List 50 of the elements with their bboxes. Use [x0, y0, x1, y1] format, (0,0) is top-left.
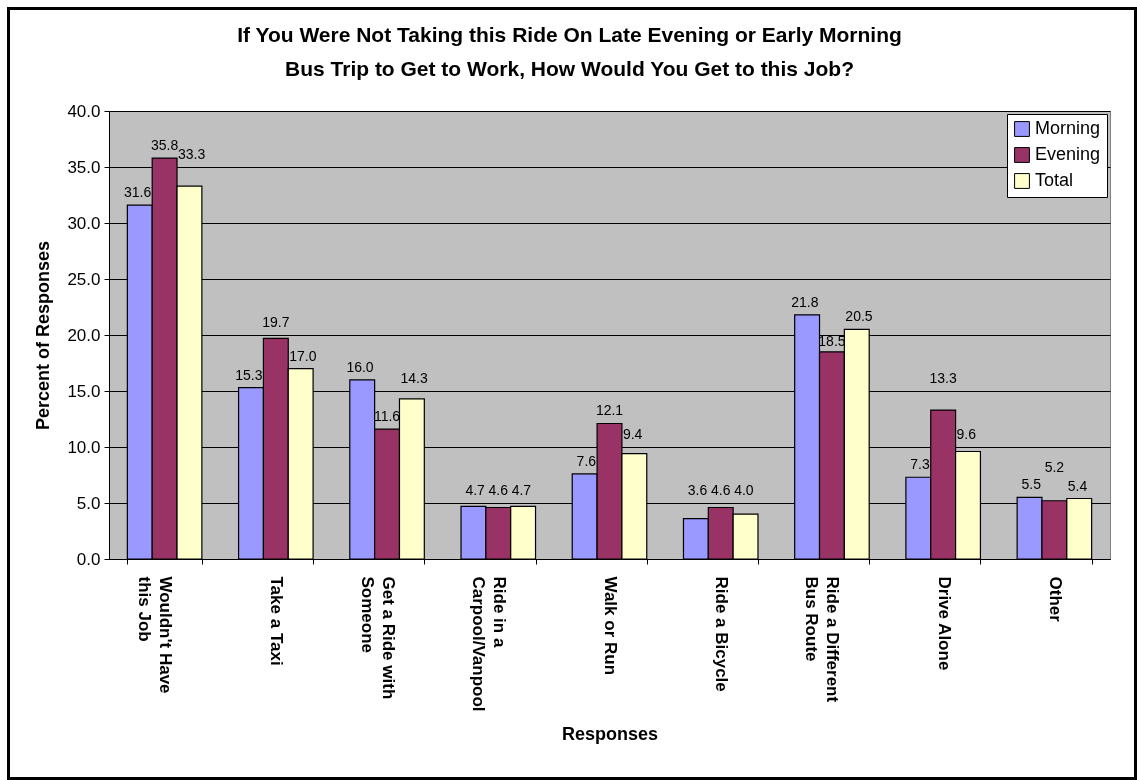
data-label: 3.6 [687, 482, 708, 498]
y-tick-label: 5.0 [76, 493, 101, 513]
data-label: 12.1 [595, 402, 624, 419]
data-label: 17.0 [289, 347, 317, 364]
y-tick-label: 25.0 [67, 269, 101, 289]
legend-label: Morning [1035, 118, 1101, 138]
y-tick-label: 0.0 [76, 549, 101, 569]
x-tick-label: Ride a Bicycle [712, 576, 732, 692]
data-label: 19.7 [262, 314, 290, 330]
data-label: 9.6 [956, 426, 977, 442]
y-tick-label: 15.0 [67, 381, 101, 401]
data-label: 33.3 [178, 146, 206, 162]
legend-label: Evening [1035, 144, 1101, 164]
y-axis-title: Percent of Responses [33, 240, 54, 431]
data-label: 5.2 [1044, 459, 1065, 476]
data-label: 4.7 [511, 482, 532, 498]
data-label: 20.5 [845, 308, 873, 325]
data-label: 9.4 [622, 426, 643, 442]
x-tick-label: Get a Ride with Someone [357, 576, 398, 700]
data-label: 31.6 [123, 184, 152, 201]
data-label: 15.3 [235, 366, 263, 383]
chart-title: If You Were Not Taking this Ride On Late Evening or Early Morning Bus Trip to Get to Work, How Would You Get to this Job? [237, 23, 902, 80]
x-axis-title: Responses [561, 723, 659, 744]
data-label: 21.8 [791, 293, 819, 310]
x-tick-label: Wouldn't Have this Job [135, 576, 176, 694]
data-label: 35.8 [150, 137, 179, 154]
data-label: 4.7 [465, 482, 486, 498]
y-tick-label: 20.0 [67, 325, 101, 345]
y-tick-label: 35.0 [67, 157, 101, 177]
data-label: 4.6 [488, 482, 509, 498]
data-label: 7.6 [576, 452, 597, 469]
x-tick-label: Drive Alone [934, 576, 954, 671]
x-tick-label: Ride a Different Bus Route [802, 576, 843, 703]
x-tick-label: Walk or Run [601, 576, 620, 676]
y-tick-label: 30.0 [67, 213, 101, 233]
data-label: 11.6 [373, 408, 401, 425]
legend-label: Total [1035, 170, 1074, 190]
data-label: 7.3 [910, 456, 930, 473]
x-tick-label: Take a Taxi [267, 576, 287, 666]
y-tick-label: 10.0 [67, 437, 101, 457]
data-label: 4.6 [710, 482, 731, 498]
data-label: 5.4 [1067, 477, 1088, 494]
data-label: 5.5 [1021, 476, 1042, 493]
data-label: 16.0 [346, 358, 374, 375]
data-label: 13.3 [929, 370, 957, 386]
data-label: 14.3 [400, 370, 428, 386]
x-tick-label: Other [1045, 576, 1065, 623]
y-tick-label: 40.0 [67, 101, 101, 121]
data-label: 4.0 [734, 482, 754, 498]
x-tick-label: Ride in a Carpool/Vanpool [468, 576, 509, 712]
